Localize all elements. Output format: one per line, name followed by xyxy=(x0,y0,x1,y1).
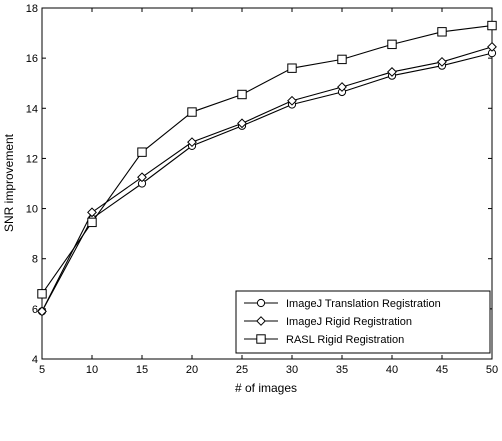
y-tick-label: 8 xyxy=(32,254,38,266)
series-line xyxy=(41,46,493,312)
series-line xyxy=(41,25,493,295)
legend-marker xyxy=(256,298,266,308)
legend-entry: ImageJ Translation Registration xyxy=(244,298,441,310)
y-tick-label: 18 xyxy=(26,3,38,15)
legend-marker xyxy=(256,316,266,326)
data-point xyxy=(287,63,297,73)
x-tick-label: 15 xyxy=(136,364,148,376)
legend-marker xyxy=(256,334,266,344)
x-tick-label: 40 xyxy=(386,364,398,376)
x-tick-label: 10 xyxy=(86,364,98,376)
x-tick-label: 35 xyxy=(336,364,348,376)
data-point xyxy=(387,67,397,77)
data-point xyxy=(137,147,147,157)
data-point xyxy=(487,41,497,52)
x-tick-label: 30 xyxy=(286,364,298,376)
data-point xyxy=(37,289,47,299)
data-point xyxy=(187,137,197,148)
series-3 xyxy=(37,20,497,299)
x-tick-label: 5 xyxy=(39,364,45,376)
x-axis-label: # of images xyxy=(235,381,297,395)
data-point xyxy=(87,217,97,228)
data-point xyxy=(437,27,447,37)
data-point xyxy=(137,172,147,183)
x-tick-label: 25 xyxy=(236,364,248,376)
y-axis-label: SNR improvement xyxy=(2,133,16,232)
data-point xyxy=(287,95,297,106)
y-tick-label: 6 xyxy=(32,304,38,316)
data-point xyxy=(187,107,197,117)
y-tick-label: 10 xyxy=(26,204,38,216)
legend-entry: RASL Rigid Registration xyxy=(244,334,404,346)
data-point xyxy=(337,82,347,92)
data-point xyxy=(437,56,447,67)
data-point xyxy=(487,20,497,31)
legend-entry: ImageJ Rigid Registration xyxy=(244,316,412,328)
legend-label: ImageJ Rigid Registration xyxy=(286,316,412,328)
data-point xyxy=(237,118,247,129)
y-tick-label: 12 xyxy=(26,153,38,165)
x-tick-label: 20 xyxy=(186,364,198,376)
x-tick-label: 45 xyxy=(436,364,448,376)
data-point xyxy=(337,54,347,65)
plot-frame xyxy=(41,7,493,360)
series-1 xyxy=(37,49,497,316)
y-tick-label: 16 xyxy=(26,53,38,65)
series-line xyxy=(41,52,493,312)
data-point xyxy=(87,207,97,218)
y-tick-label: 14 xyxy=(26,103,38,115)
series-2 xyxy=(37,41,497,317)
data-point xyxy=(237,89,247,100)
legend-label: RASL Rigid Registration xyxy=(286,334,404,346)
legend-label: ImageJ Translation Registration xyxy=(286,298,441,310)
data-point xyxy=(37,306,47,317)
data-point xyxy=(387,39,397,50)
y-tick-label: 4 xyxy=(32,354,38,366)
x-tick-label: 50 xyxy=(486,364,498,376)
legend-box xyxy=(235,290,491,354)
